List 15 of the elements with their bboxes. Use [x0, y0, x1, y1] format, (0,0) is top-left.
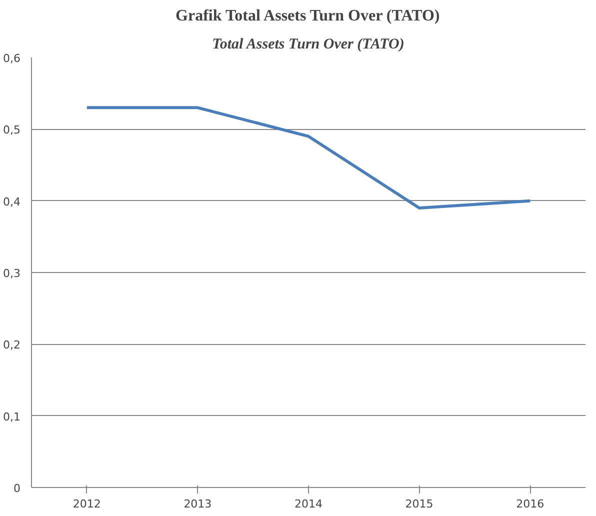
line-series — [85, 106, 532, 210]
y-tick-label: 0,3 — [3, 267, 21, 280]
chart-subtitle: Total Assets Turn Over (TATO) — [212, 36, 404, 52]
y-tick-label: 0,1 — [3, 410, 21, 424]
x-tick-label: 2014 — [294, 498, 323, 510]
chart-title: Grafik Total Assets Turn Over (TATO) — [176, 8, 440, 24]
y-tick-label: 0 — [14, 482, 20, 495]
y-tick-label: 0,4 — [3, 195, 21, 208]
y-tick-label: 0,5 — [3, 124, 21, 137]
x-tick-label: 2013 — [184, 498, 212, 510]
x-tick-label: 2012 — [72, 498, 101, 510]
y-tick-label: 0,2 — [3, 338, 21, 352]
x-tick-label: 2016 — [516, 498, 544, 510]
y-tick-label: 0,6 — [3, 52, 21, 65]
x-tick-label: 2015 — [405, 498, 434, 510]
